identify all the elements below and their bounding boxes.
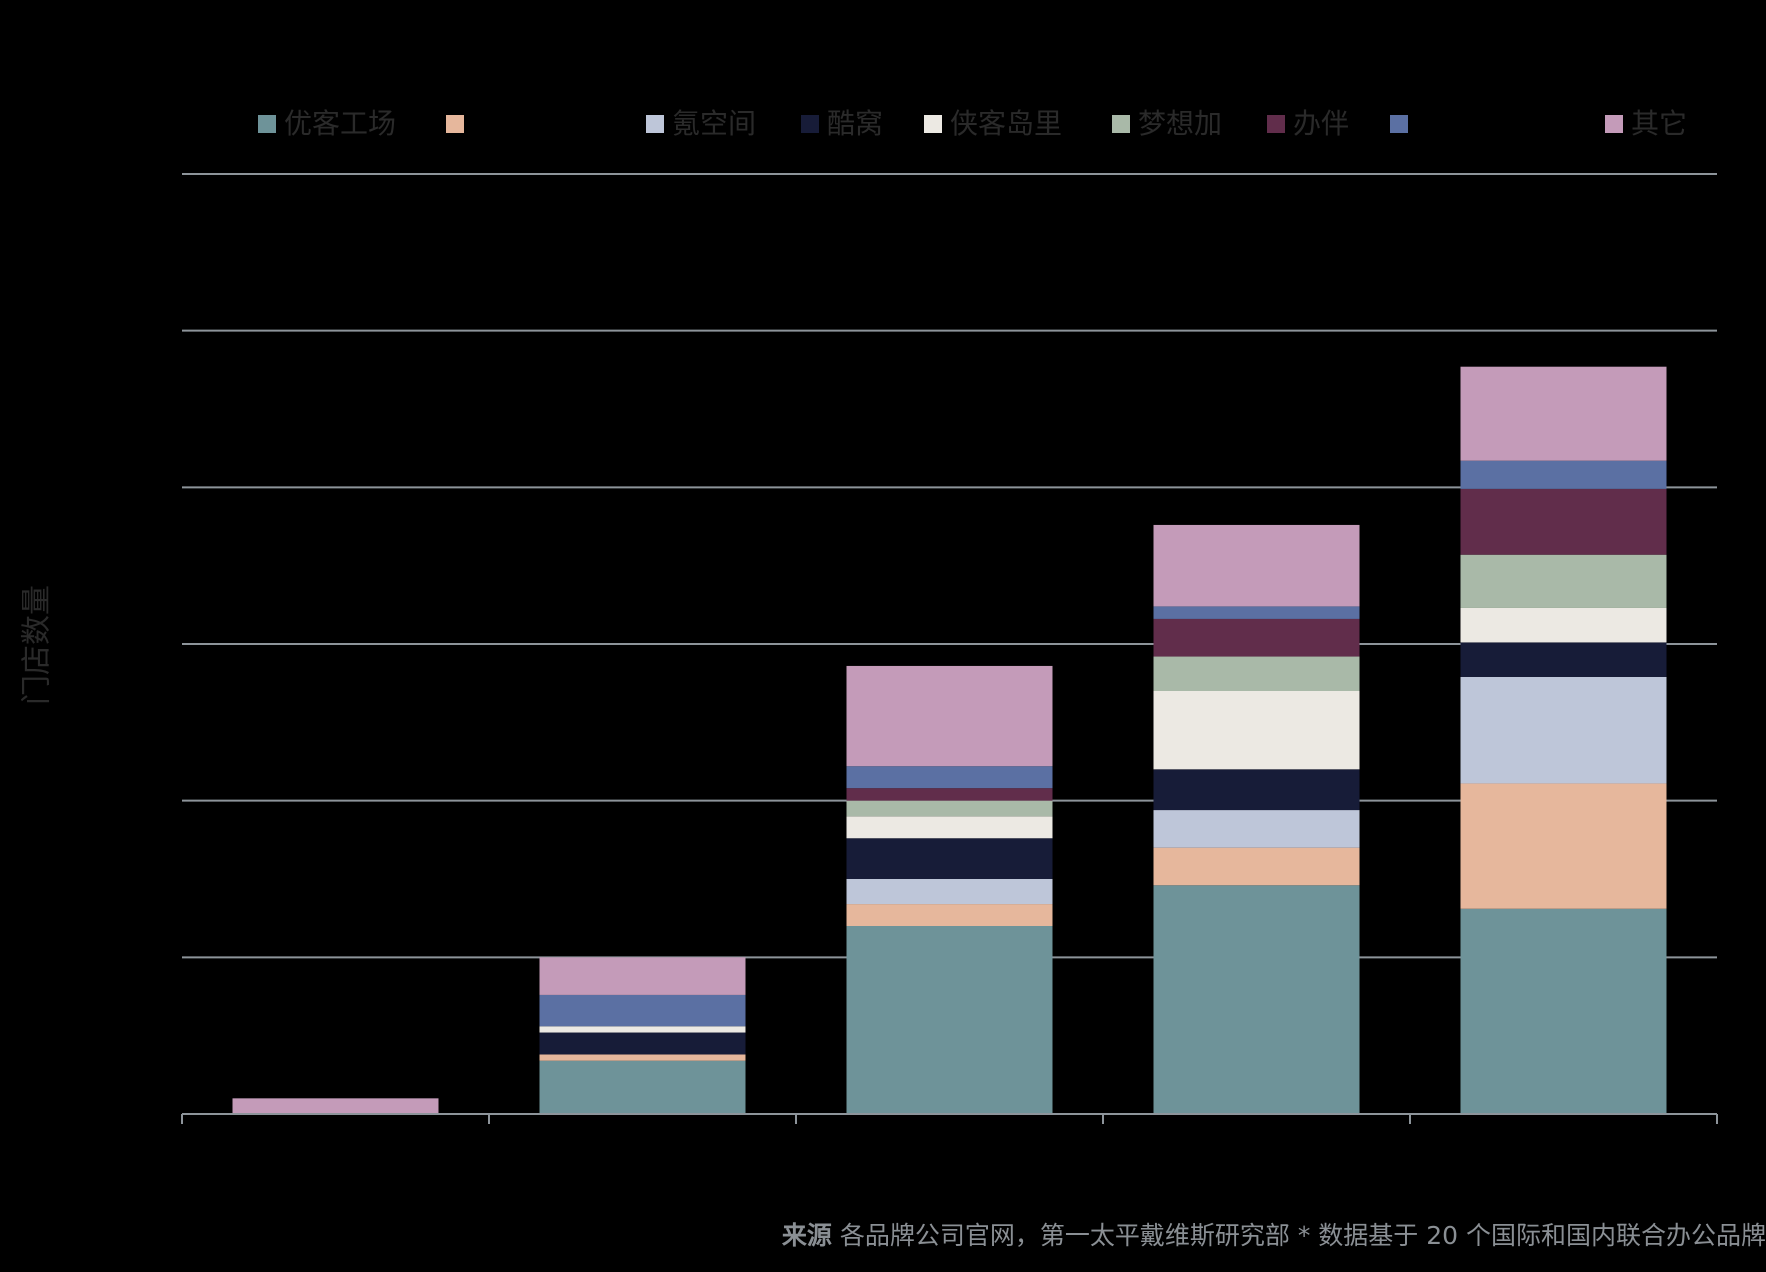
source-label: 来源: [781, 1221, 832, 1250]
bar-segment-4-8: [1153, 606, 1360, 619]
bar-segment-4-1: [1153, 885, 1360, 1114]
bar-segment-3-2: [846, 904, 1053, 926]
legend-label-7: 办伴: [1293, 107, 1349, 140]
legend-swatch-2: [446, 115, 464, 133]
bar-segment-2-1: [539, 1060, 746, 1114]
bar-segment-3-8: [846, 766, 1053, 789]
x-axis: [181, 1113, 1718, 1124]
legend-swatch-5: [924, 115, 942, 133]
legend-swatch-9: [1605, 115, 1623, 133]
legend-label-9: 其它: [1631, 107, 1687, 140]
legend-label-6: 梦想加: [1138, 107, 1222, 140]
legend-swatch-7: [1267, 115, 1285, 133]
bar-segment-4-3: [1153, 810, 1360, 848]
bar-segment-5-5: [1460, 607, 1667, 643]
bar-segment-5-2: [1460, 783, 1667, 909]
bar-segment-3-3: [846, 879, 1053, 905]
bar-segment-4-9: [1153, 524, 1360, 607]
legend-swatch-4: [801, 115, 819, 133]
bar-segment-5-1: [1460, 908, 1667, 1114]
bar-segment-4-5: [1153, 691, 1360, 770]
legend-label-4: 酷窝: [827, 107, 883, 140]
legend-swatch-8: [1390, 115, 1408, 133]
legend-swatch-6: [1112, 115, 1130, 133]
bar-segment-2-8: [539, 994, 746, 1027]
bar-segment-3-7: [846, 788, 1053, 801]
bar-segment-5-8: [1460, 460, 1667, 489]
bars: [232, 366, 1667, 1114]
source-text: 各品牌公司官网，第一太平戴维斯研究部 * 数据基于 20 个国际和国内联合办公品…: [839, 1221, 1766, 1250]
bar-segment-5-4: [1460, 642, 1667, 677]
bar-segment-4-4: [1153, 769, 1360, 811]
bar-segment-2-4: [539, 1032, 746, 1055]
legend-swatch-3: [646, 115, 664, 133]
bar-segment-3-5: [846, 816, 1053, 839]
bar-segment-1-9: [232, 1098, 439, 1114]
bar-segment-3-6: [846, 800, 1053, 817]
bar-segment-5-9: [1460, 366, 1667, 461]
bar-segment-3-9: [846, 665, 1053, 767]
source-note: 来源 各品牌公司官网，第一太平戴维斯研究部 * 数据基于 20 个国际和国内联合…: [782, 1216, 1766, 1252]
legend-swatch-1: [258, 115, 276, 133]
bar-segment-3-4: [846, 838, 1053, 879]
bar-segment-2-9: [539, 957, 746, 995]
legend-label-1: 优客工场: [284, 107, 396, 140]
y-axis-label: 门店数量: [20, 585, 55, 705]
bar-segment-2-5: [539, 1026, 746, 1033]
bar-segment-5-7: [1460, 488, 1667, 555]
bar-segment-2-2: [539, 1054, 746, 1061]
bar-segment-3-1: [846, 926, 1053, 1114]
legend-label-5: 侠客岛里: [950, 107, 1062, 140]
legend-label-3: 氪空间: [672, 107, 756, 140]
bar-segment-4-6: [1153, 656, 1360, 691]
bar-segment-5-3: [1460, 676, 1667, 784]
bar-segment-4-2: [1153, 847, 1360, 886]
bar-segment-5-6: [1460, 554, 1667, 608]
bar-segment-4-7: [1153, 618, 1360, 657]
legend: 优客工场 氪空间 酷窝 侠客岛里 梦想加 办伴 其它: [258, 107, 1687, 140]
